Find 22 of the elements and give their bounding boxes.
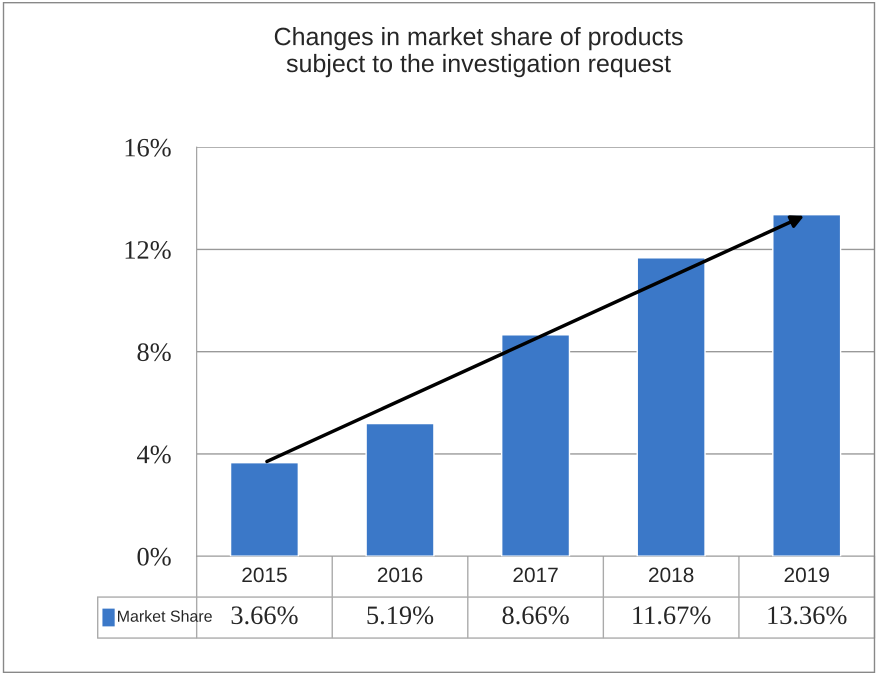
legend-label: Market Share <box>118 610 212 622</box>
x-tick-label: 2018 <box>649 567 694 582</box>
data-label: 8.66% <box>502 606 569 624</box>
y-tick-label: 12% <box>126 241 171 259</box>
data-label: 3.66% <box>232 606 298 624</box>
bar <box>500 334 570 556</box>
x-tick-label: 2015 <box>242 567 287 582</box>
chart-title: Changes in market share of products subject to the investigation request <box>274 27 683 78</box>
x-tick-label: 2017 <box>513 567 558 582</box>
data-label: 11.67% <box>633 606 710 624</box>
bar <box>365 422 435 556</box>
x-tick-label: 2016 <box>378 567 422 582</box>
x-tick-label: 2019 <box>784 567 829 582</box>
y-tick-label: 8% <box>138 343 171 362</box>
bar <box>636 257 706 556</box>
data-label: 5.19% <box>367 606 434 624</box>
data-label: 13.36% <box>768 606 846 624</box>
bar <box>772 214 842 556</box>
y-tick-label: 16% <box>126 138 171 157</box>
bar <box>230 462 300 556</box>
y-tick-label: 0% <box>138 548 171 566</box>
y-tick-label: 4% <box>137 446 171 464</box>
